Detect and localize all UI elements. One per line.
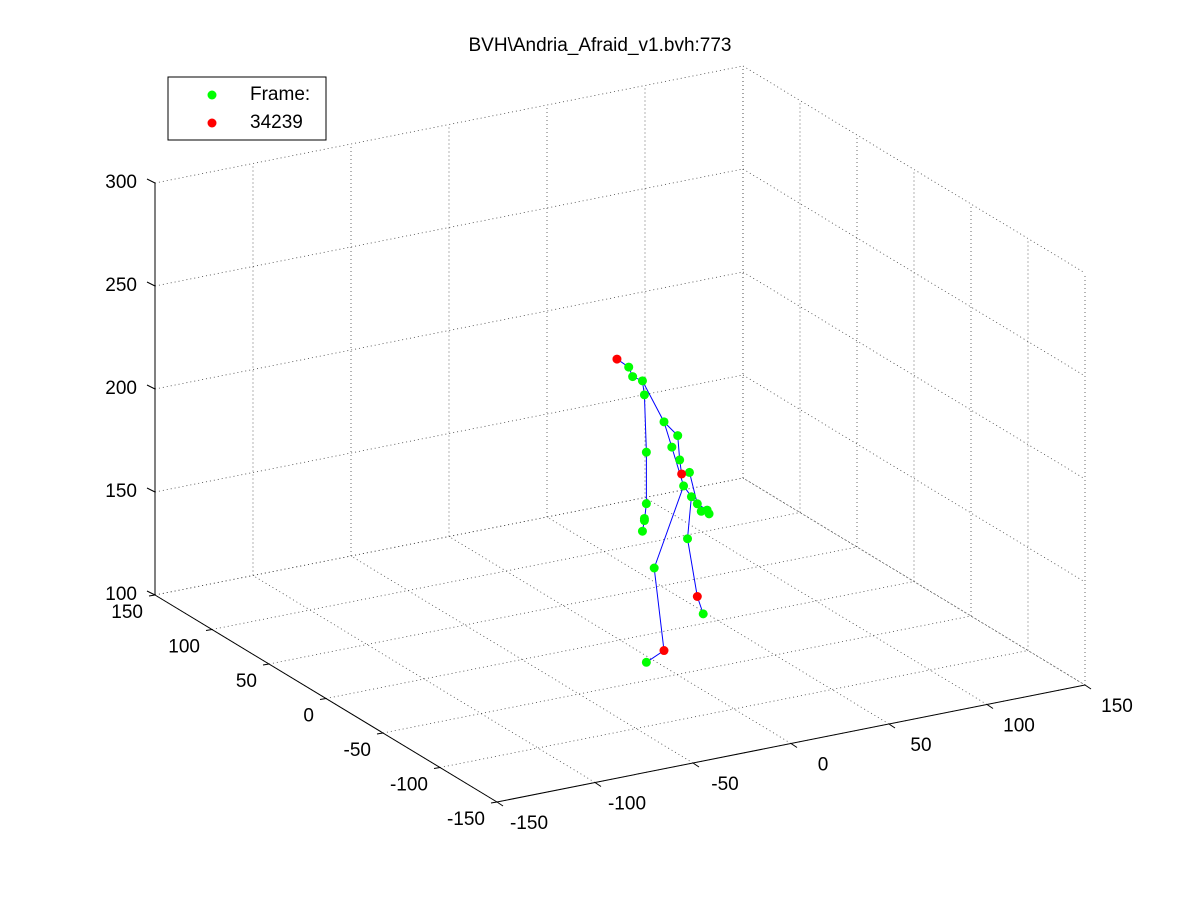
joint-marker: [628, 372, 638, 382]
tick-mark: [146, 487, 156, 493]
joint-marker: [637, 526, 647, 536]
y-tick-label: 150: [111, 602, 143, 623]
joint-marker: [675, 455, 685, 465]
joint-marker: [686, 492, 696, 502]
z-tick-label: 150: [105, 481, 137, 502]
tick-mark: [148, 594, 156, 597]
x-tick-label: 100: [1003, 716, 1035, 737]
joint-marker: [641, 657, 651, 667]
joint-marker: [684, 467, 694, 477]
joint-marker: [641, 447, 651, 457]
joint-marker: [698, 609, 708, 619]
tick-mark: [986, 704, 994, 709]
x-tick-label: 150: [1101, 696, 1133, 717]
tick-mark: [594, 782, 602, 787]
joint-marker: [673, 431, 683, 441]
joint-marker: [637, 376, 647, 386]
tick-mark: [496, 801, 504, 807]
joint-marker: [704, 509, 714, 519]
y-tick-label: 100: [168, 637, 200, 658]
tick-mark: [790, 743, 798, 748]
x-tick-label: -100: [608, 794, 646, 815]
joint-marker: [692, 592, 702, 601]
y-tick-label: -100: [390, 775, 428, 796]
x-tick-label: 50: [910, 735, 931, 756]
tick-mark: [262, 663, 270, 666]
legend: Frame: 34239: [167, 76, 327, 141]
joint-marker: [677, 469, 687, 479]
tick-mark: [205, 629, 213, 631]
joint-marker: [639, 516, 649, 526]
legend-label: Frame:: [250, 84, 310, 105]
z-tick-label: 300: [105, 172, 137, 193]
joint-marker: [659, 417, 669, 427]
tick-mark: [146, 590, 156, 596]
legend-marker: [207, 118, 217, 128]
joint-marker: [612, 354, 622, 364]
y-tick-label: 0: [303, 706, 314, 727]
x-tick-label: -50: [711, 774, 738, 795]
legend-box: [167, 76, 327, 141]
tick-mark: [888, 723, 896, 729]
legend-marker: [207, 90, 217, 100]
tick-mark: [433, 767, 441, 769]
joint-marker: [692, 499, 702, 509]
joint-marker: [696, 506, 706, 516]
joint-marker: [639, 390, 649, 400]
tick-mark: [1084, 684, 1092, 690]
tick-mark: [490, 801, 498, 804]
tick-mark: [692, 762, 700, 768]
joint-marker: [624, 362, 634, 372]
joint-marker: [667, 442, 677, 452]
y-tick-label: 50: [236, 671, 257, 692]
tick-mark: [146, 178, 156, 184]
x-tick-label: 0: [818, 755, 829, 776]
y-tick-label: -50: [344, 740, 371, 761]
joint-marker: [649, 563, 659, 573]
chart-title: BVH\Andria_Afraid_v1.bvh:773: [469, 35, 732, 56]
legend-label: 34239: [250, 112, 303, 133]
y-tick-label: -150: [447, 809, 485, 830]
tick-mark: [376, 732, 384, 735]
x-tick-label: -150: [510, 813, 548, 834]
joint-marker: [683, 534, 693, 544]
tick-mark: [319, 698, 327, 700]
tick-mark: [146, 384, 156, 390]
y-axis: [154, 594, 498, 803]
joint-marker: [659, 646, 669, 656]
x-axis: [496, 684, 1086, 803]
z-tick-label: 100: [105, 584, 137, 605]
z-tick-label: 200: [105, 378, 137, 399]
tick-mark: [146, 281, 156, 287]
z-tick-label: 250: [105, 275, 137, 296]
joint-marker: [679, 481, 689, 491]
joint-marker: [641, 499, 651, 509]
